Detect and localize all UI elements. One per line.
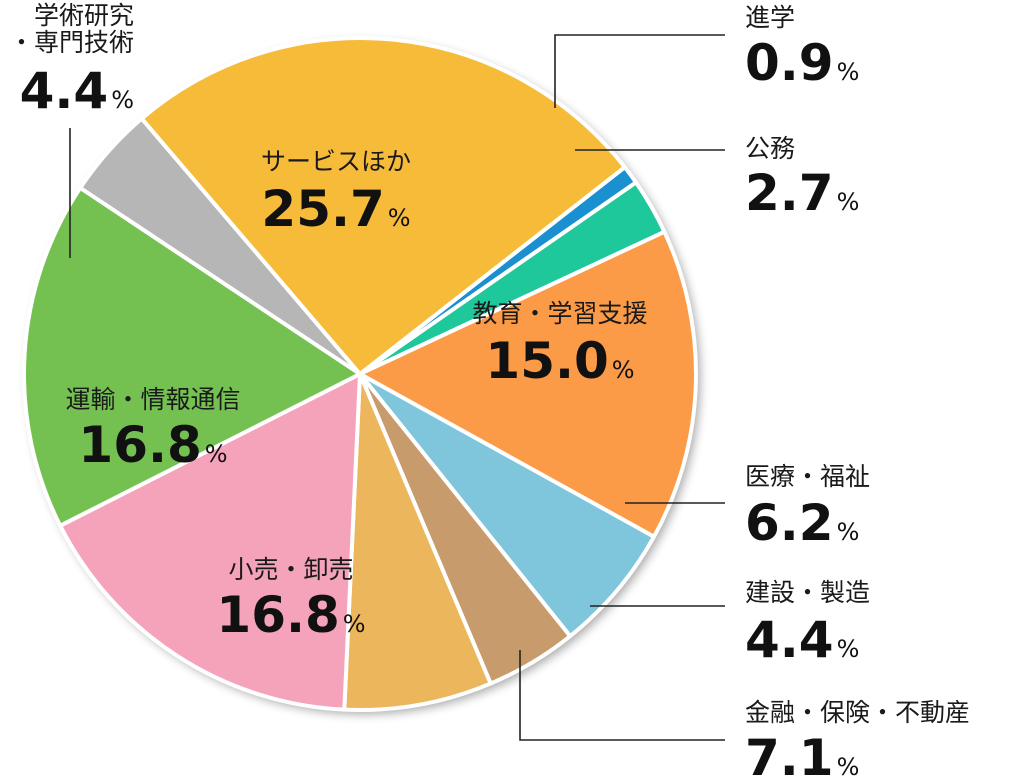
slice-category-label: 建設・製造 [745, 578, 870, 607]
slice-value-label: 25.7% [261, 180, 410, 238]
slice-category-label: 小売・卸売 [228, 555, 353, 584]
pie-slice [358, 372, 656, 639]
slice-value-label: 6.2% [745, 494, 859, 552]
slice-value-unit: % [612, 356, 635, 384]
slice-value-label: 4.4% [20, 62, 134, 120]
slice-value-unit: % [111, 86, 134, 114]
slice-value-label: 16.8% [216, 586, 365, 644]
slice-value-unit: % [837, 753, 860, 777]
slice-value-unit: % [837, 635, 860, 663]
slice-value-number: 16.8 [78, 416, 201, 474]
leader-line [554, 34, 725, 108]
pie-slice [22, 185, 362, 528]
slice-value-label: 7.1% [745, 729, 859, 777]
slice-category-label: 公務 [745, 134, 795, 163]
slice-value-number: 7.1 [745, 729, 834, 777]
slice-value-number: 25.7 [261, 180, 384, 238]
leader-line [519, 650, 725, 741]
slice-value-number: 6.2 [745, 494, 834, 552]
slice-value-number: 4.4 [20, 62, 109, 120]
slice-value-number: 15.0 [485, 332, 608, 390]
pie-slice [139, 36, 627, 376]
slice-labels: 進学0.9 % 公務2.7 % 教育・学習支援 15.0 % 医療・福祉 6.2 % 建設・製造 4.… [9, 1, 970, 781]
slice-value-unit: % [388, 204, 411, 232]
slice-value-number: 4.4 [745, 611, 834, 669]
slice-category-label: 金融・保険・不動産 [745, 698, 970, 727]
slice-value-number: 16.8 [216, 586, 339, 644]
slice-category-label: 運輸・情報通信 [65, 385, 240, 414]
slice-value-label: 15.0% [485, 332, 634, 390]
slice-category-label: 進学 [745, 3, 795, 32]
slice-value-number: 0.9 [745, 34, 834, 92]
slice-value-unit: % [205, 440, 228, 468]
slice-value-label: 16.8% [78, 416, 227, 474]
slice-value-unit: % [343, 610, 366, 638]
pie-slice [58, 372, 362, 712]
slice-value-label: 2.7% [745, 164, 859, 222]
pie-slice [342, 372, 493, 712]
slice-value-number: 2.7 [745, 164, 834, 222]
pie-slices [22, 36, 698, 712]
pie-slice [358, 229, 698, 539]
slice-value-unit: % [837, 518, 860, 546]
slice-value-unit: % [837, 188, 860, 216]
leader-lines [69, 34, 725, 741]
slice-category-label: 学術研究・専門技術 [9, 1, 134, 57]
slice-category-label: 医療・福祉 [745, 462, 870, 491]
slice-category-label: 教育・学習支援 [472, 299, 647, 328]
slice-value-label: 4.4% [745, 611, 859, 669]
slice-value-unit: % [837, 58, 860, 86]
slice-category-label: サービスほか [261, 147, 411, 176]
slice-value-label: 0.9% [745, 34, 859, 92]
